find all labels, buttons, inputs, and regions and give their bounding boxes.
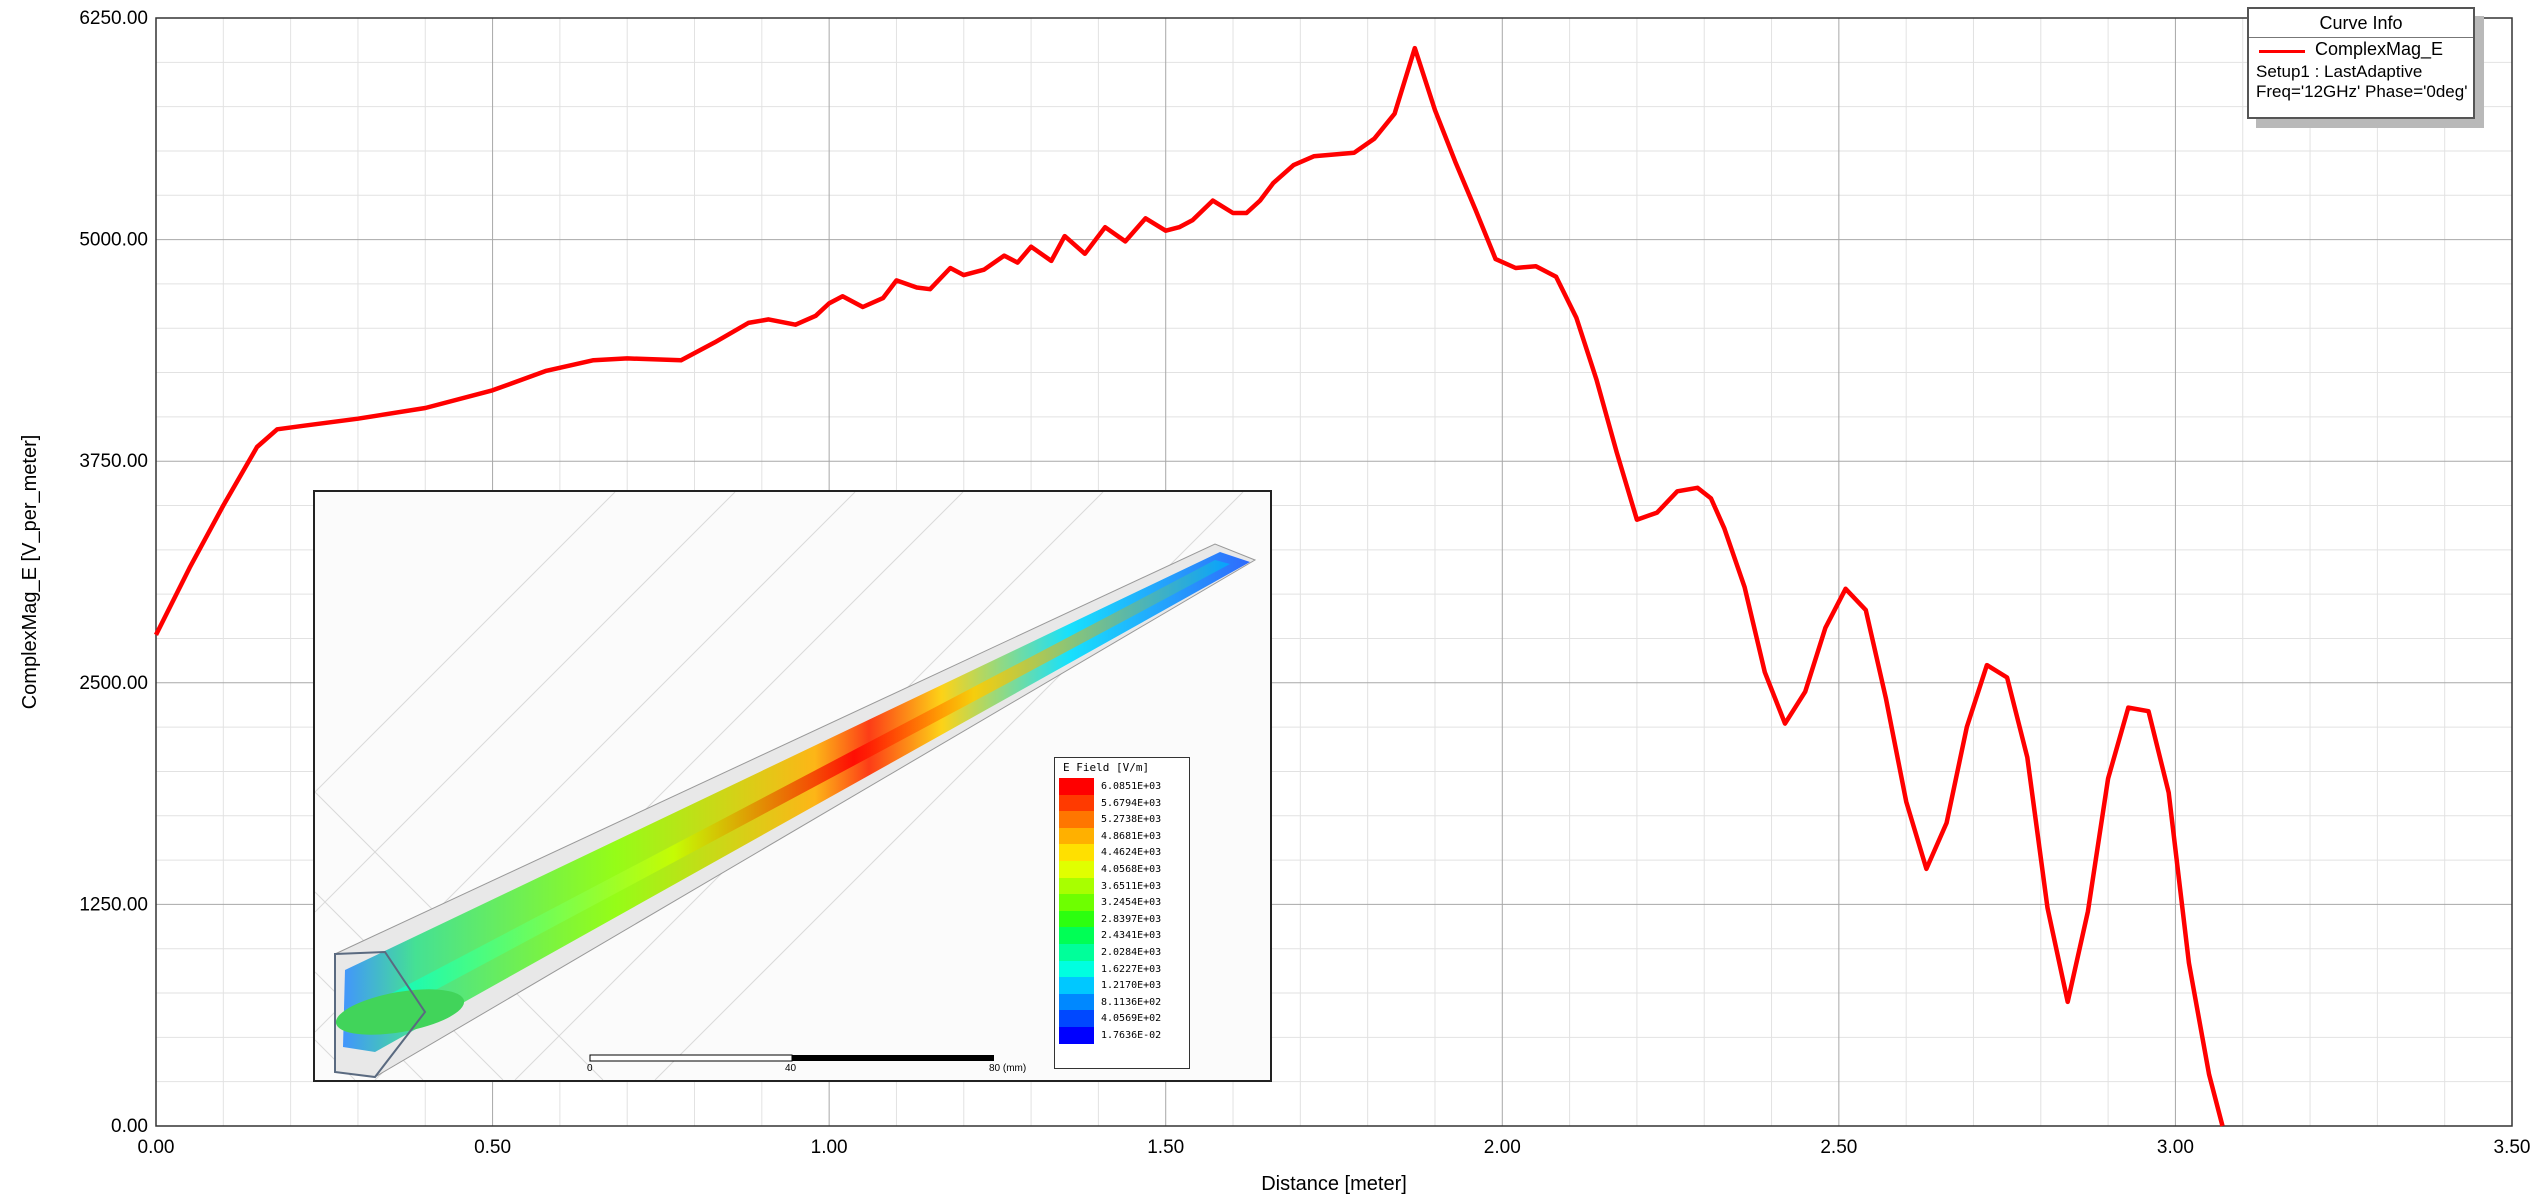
colorbar-swatch xyxy=(1059,960,1094,978)
colorbar-value: 6.0851E+03 xyxy=(1101,781,1162,792)
colorbar-level: 2.4341E+03 xyxy=(1055,927,1189,944)
colorbar-level: 1.2170E+03 xyxy=(1055,977,1189,994)
colorbar-level: 2.8397E+03 xyxy=(1055,910,1189,928)
y-tick-label: 1250.00 xyxy=(79,894,148,915)
colorbar-swatch xyxy=(1059,910,1094,928)
colorbar-value: 3.2454E+03 xyxy=(1101,897,1162,909)
x-axis-title: Distance [meter] xyxy=(1261,1173,1407,1195)
colorbar-level: 5.2738E+03 xyxy=(1055,811,1189,828)
colorbar-level: 4.4624E+03 xyxy=(1055,844,1189,861)
legend-entry[interactable]: ComplexMag_E xyxy=(2249,38,2473,62)
scale-label-80: 80 (mm) xyxy=(989,1063,1027,1074)
colorbar-value: 4.0569E+02 xyxy=(1101,1013,1162,1025)
x-tick-label: 0.50 xyxy=(474,1137,511,1158)
y-tick-label: 5000.00 xyxy=(79,230,148,251)
x-tick-label: 2.00 xyxy=(1484,1137,1521,1158)
legend-freq-line: Freq='12GHz' Phase='0deg' xyxy=(2256,82,2468,101)
colorbar-level: 4.0568E+03 xyxy=(1055,860,1189,878)
colorbar-rows: 6.0851E+03 5.6794E+03 5.2738E+03 4.8681E+03… xyxy=(1055,778,1189,1044)
colorbar-value: 1.2170E+03 xyxy=(1101,980,1162,992)
colorbar-value: 3.6511E+03 xyxy=(1101,880,1162,892)
field-plot-inset: 0 40 80 (mm) E Field [V/m] 6.0851E+03 5.6… xyxy=(313,490,1272,1082)
colorbar-swatch xyxy=(1059,778,1094,795)
colorbar-level: 1.6227E+03 xyxy=(1055,960,1189,978)
waveguide-field-plot xyxy=(315,492,1257,1080)
colorbar-swatch xyxy=(1059,811,1094,828)
y-tick-label: 6250.00 xyxy=(79,8,148,29)
x-tick-label: 0.00 xyxy=(138,1137,175,1158)
x-tick-label: 3.50 xyxy=(2494,1137,2531,1158)
colorbar-level: 5.6794E+03 xyxy=(1055,794,1189,812)
scale-label-40: 40 xyxy=(785,1063,797,1074)
y-tick-label: 2500.00 xyxy=(79,673,148,694)
colorbar-swatch xyxy=(1059,894,1094,911)
series-layer xyxy=(153,45,2225,1127)
y-tick-label: 3750.00 xyxy=(79,451,148,472)
colorbar-level: 8.1136E+02 xyxy=(1055,993,1189,1011)
colorbar-value: 2.8397E+03 xyxy=(1101,913,1162,925)
colorbar-level: 1.7636E-02 xyxy=(1055,1026,1189,1044)
colorbar-value: 4.4624E+03 xyxy=(1101,847,1162,859)
colorbar-legend: E Field [V/m] 6.0851E+03 5.6794E+03 5.2738… xyxy=(1054,757,1190,1069)
colorbar-swatch xyxy=(1059,977,1094,994)
colorbar-swatch xyxy=(1059,1026,1094,1044)
colorbar-level: 4.0569E+02 xyxy=(1055,1010,1189,1027)
colorbar-value: 4.8681E+03 xyxy=(1101,830,1162,842)
colorbar-swatch xyxy=(1059,860,1094,878)
y-axis-tick-labels: 0.00 1250.00 2500.00 3750.00 5000.00 6250.00 xyxy=(79,8,148,1137)
colorbar-value: 5.2738E+03 xyxy=(1101,814,1162,826)
x-tick-label: 1.50 xyxy=(1147,1137,1184,1158)
y-axis-title: ComplexMag_E [V_per_meter] xyxy=(19,435,41,710)
colorbar-value: 1.7636E-02 xyxy=(1101,1029,1162,1041)
colorbar-level: 3.6511E+03 xyxy=(1055,877,1189,895)
colorbar-swatch xyxy=(1059,844,1094,861)
colorbar-level: 3.2454E+03 xyxy=(1055,894,1189,911)
colorbar-value: 5.6794E+03 xyxy=(1101,797,1162,809)
x-tick-label: 1.00 xyxy=(811,1137,848,1158)
colorbar-swatch xyxy=(1059,827,1094,845)
scale-bar xyxy=(589,1054,994,1062)
colorbar-swatch xyxy=(1059,993,1094,1011)
colorbar-level: 2.0284E+03 xyxy=(1055,943,1189,961)
x-axis-tick-labels: 0.00 0.50 1.00 1.50 2.00 2.50 3.00 3.50 xyxy=(138,1137,2531,1158)
colorbar-level: 6.0851E+03 xyxy=(1055,778,1189,795)
colorbar-swatch xyxy=(1059,927,1094,944)
waveguide-body xyxy=(334,543,1257,1079)
x-tick-label: 3.00 xyxy=(2157,1137,2194,1158)
colorbar-level: 4.8681E+03 xyxy=(1055,827,1189,845)
colorbar-value: 2.4341E+03 xyxy=(1101,930,1162,942)
colorbar-value: 1.6227E+03 xyxy=(1101,963,1162,975)
colorbar-value: 4.0568E+03 xyxy=(1101,863,1162,875)
y-tick-label: 0.00 xyxy=(111,1116,148,1137)
colorbar-value: 2.0284E+03 xyxy=(1101,946,1162,958)
curve-info-legend[interactable]: Curve Info ComplexMag_E Setup1 : LastAda… xyxy=(2247,7,2475,119)
colorbar-swatch xyxy=(1059,794,1094,812)
scale-label-0: 0 xyxy=(587,1063,593,1074)
legend-swatch xyxy=(2259,50,2305,53)
series-line-complexmag-e xyxy=(153,45,2225,1127)
legend-setup-line: Setup1 : LastAdaptive xyxy=(2256,62,2423,81)
colorbar-title: E Field [V/m] xyxy=(1063,761,1150,774)
colorbar-swatch xyxy=(1059,877,1094,895)
colorbar-swatch xyxy=(1059,943,1094,961)
x-tick-label: 2.50 xyxy=(1820,1137,1857,1158)
legend-series-name: ComplexMag_E xyxy=(2315,39,2444,59)
plot-frame xyxy=(155,17,2513,1127)
legend-header: Curve Info xyxy=(2249,9,2473,38)
colorbar-swatch xyxy=(1059,1010,1094,1027)
colorbar-value: 8.1136E+02 xyxy=(1101,996,1162,1008)
